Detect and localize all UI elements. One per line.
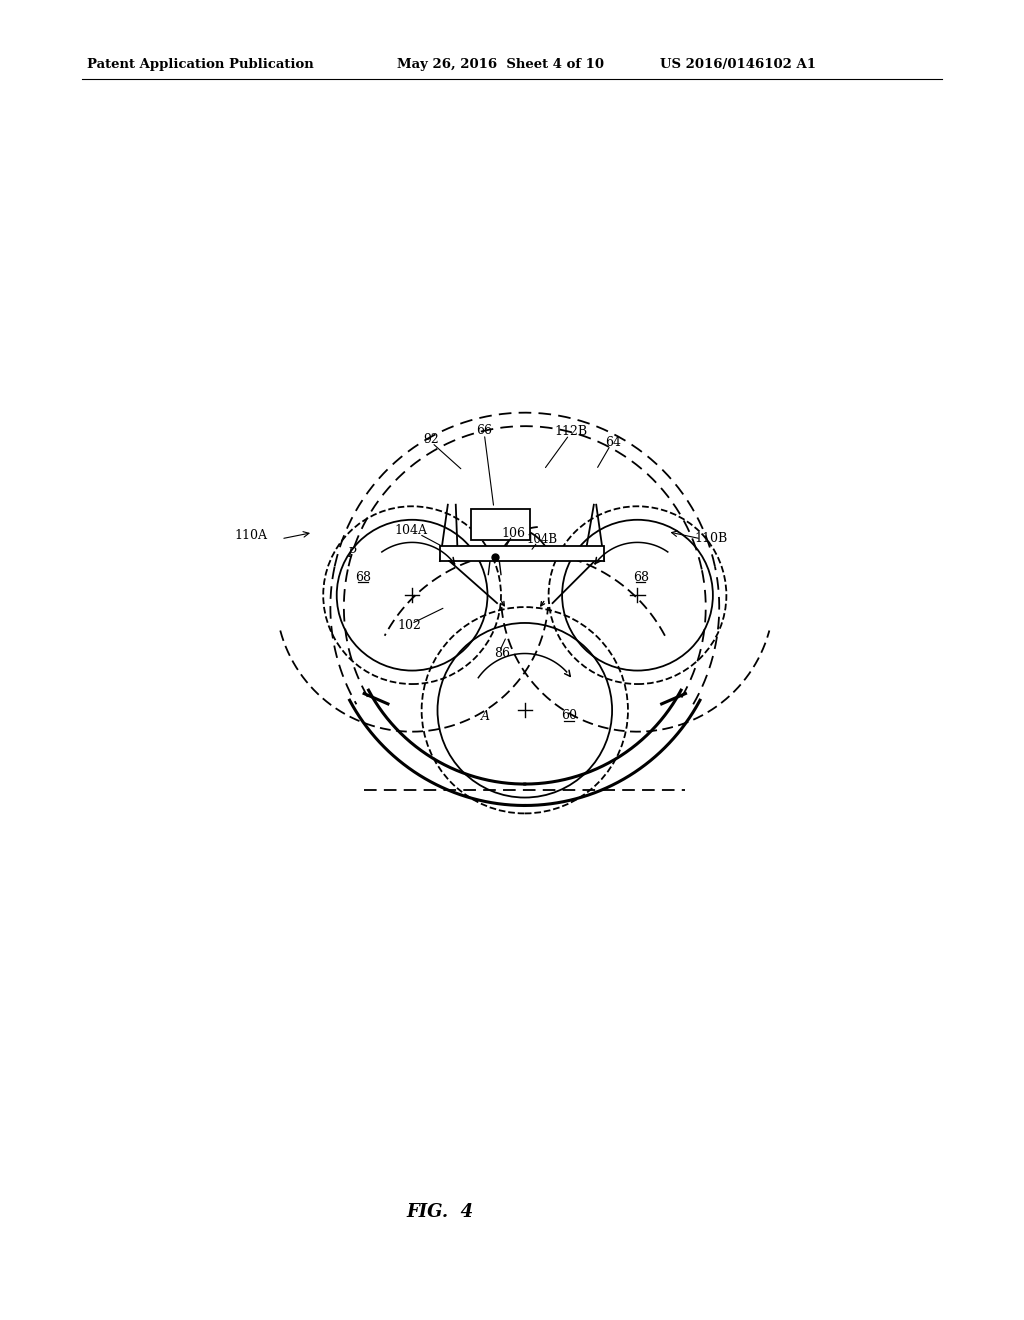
Text: May 26, 2016  Sheet 4 of 10: May 26, 2016 Sheet 4 of 10 — [397, 58, 604, 71]
Text: 110A: 110A — [234, 529, 267, 543]
Text: 92: 92 — [423, 433, 439, 446]
Bar — [440, 546, 604, 561]
Text: 104A: 104A — [395, 524, 428, 537]
Text: 110B: 110B — [694, 532, 728, 545]
Text: 86: 86 — [494, 647, 510, 660]
Text: 102: 102 — [397, 619, 422, 632]
Text: Patent Application Publication: Patent Application Publication — [87, 58, 313, 71]
Bar — [471, 510, 529, 540]
Text: 66: 66 — [476, 425, 493, 437]
Text: 112B: 112B — [554, 425, 588, 438]
Text: 64: 64 — [605, 436, 621, 449]
Text: FIG.  4: FIG. 4 — [407, 1203, 474, 1221]
Text: 68: 68 — [633, 572, 648, 585]
Text: 68: 68 — [355, 572, 371, 585]
Text: US 2016/0146102 A1: US 2016/0146102 A1 — [660, 58, 816, 71]
Text: A: A — [481, 710, 490, 723]
Text: 104B: 104B — [526, 533, 558, 546]
Text: 60: 60 — [561, 709, 578, 722]
Text: 106: 106 — [502, 527, 525, 540]
Text: P: P — [347, 546, 356, 560]
